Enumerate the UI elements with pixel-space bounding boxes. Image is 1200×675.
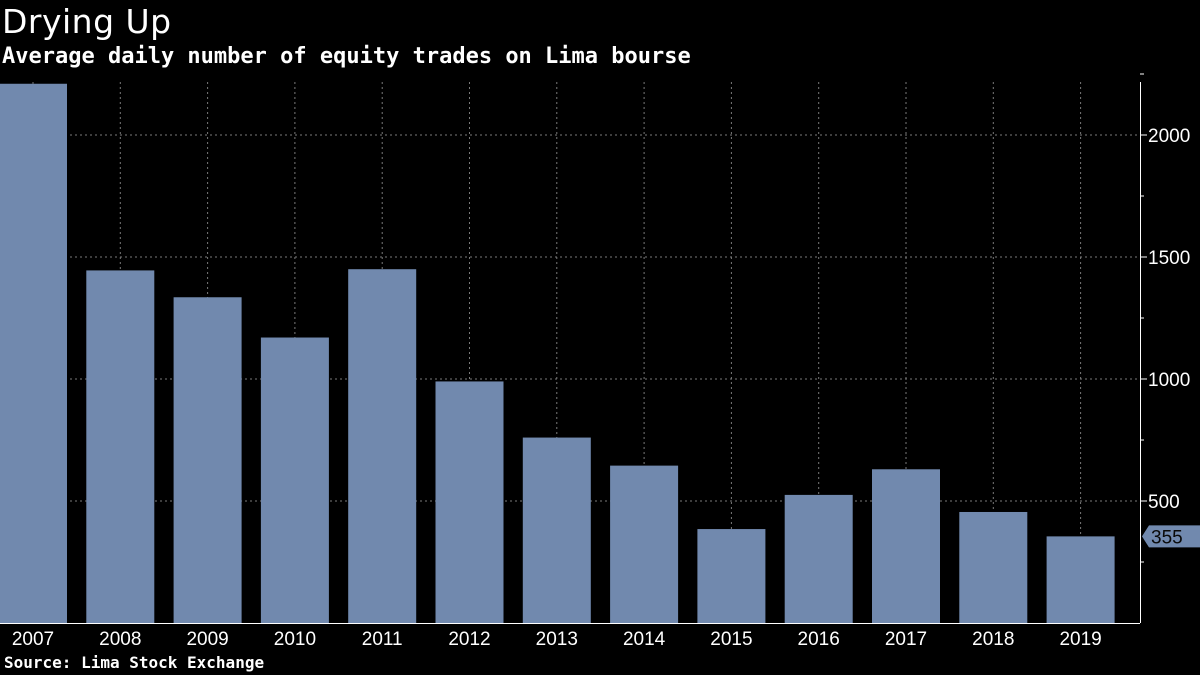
x-tick-label: 2009 (186, 629, 228, 650)
y-tick-label: 1000 (1148, 370, 1190, 391)
x-tick-label: 2011 (362, 629, 403, 650)
last-value-tag (1142, 525, 1200, 548)
x-tick-label: 2012 (448, 629, 490, 650)
bar-2012 (435, 381, 504, 623)
chart-subtitle: Average daily number of equity trades on… (2, 44, 691, 69)
bar-2013 (522, 437, 591, 623)
source-note: Source: Lima Stock Exchange (4, 653, 265, 672)
bar-2010 (260, 337, 329, 623)
x-tick-label: 2017 (885, 629, 927, 650)
x-tick-label: 2007 (12, 629, 54, 650)
x-tick-label: 2013 (536, 629, 578, 650)
bar-2016 (784, 494, 853, 623)
bar-2007 (0, 83, 67, 623)
y-tick-label: 1500 (1148, 248, 1190, 269)
last-value-label: 355 (1151, 527, 1183, 548)
bar-2018 (959, 511, 1028, 623)
x-tick-label: 2010 (274, 629, 316, 650)
bar-layer (0, 83, 1115, 623)
x-tick-label: 2016 (798, 629, 840, 650)
bar-2014 (610, 465, 679, 623)
bar-2019 (1046, 536, 1115, 623)
bar-2015 (697, 529, 766, 623)
bar-2008 (86, 270, 155, 623)
bar-2017 (872, 469, 940, 623)
x-tick-label: 2018 (972, 629, 1014, 650)
last-value-callout: 355 (1142, 525, 1200, 548)
chart-title: Drying Up (2, 2, 172, 41)
x-tick-label: 2019 (1059, 629, 1101, 650)
axis-layer: 500 1000 1500 2000 2007 2008 2009 2010 2011 2012 2… (0, 73, 1200, 650)
bar-2009 (173, 297, 242, 623)
bar-2011 (348, 269, 417, 623)
y-tick-label: 500 (1148, 492, 1180, 513)
x-tick-label: 2014 (623, 629, 666, 650)
y-tick-label: 2000 (1148, 126, 1190, 147)
x-tick-label: 2008 (99, 629, 141, 650)
x-tick-label: 2015 (710, 629, 752, 650)
